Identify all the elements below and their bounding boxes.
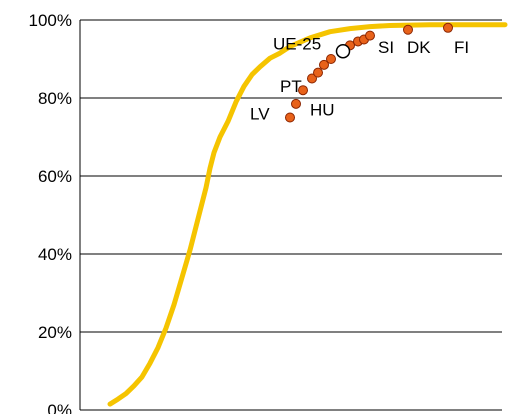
data-point xyxy=(298,85,308,96)
data-point xyxy=(285,112,295,123)
y-tick-label: 80% xyxy=(38,89,72,108)
data-point xyxy=(313,67,323,78)
point-labels: LV HU PT UE-25 SI DK FI xyxy=(250,34,469,123)
point-label: FI xyxy=(454,38,469,57)
highlight-point xyxy=(335,43,351,59)
point-label: SI xyxy=(378,38,394,57)
point-label: HU xyxy=(310,101,335,120)
data-point xyxy=(443,22,453,33)
point-label: PT xyxy=(280,77,302,96)
data-point xyxy=(403,24,413,35)
y-tick-label: 0% xyxy=(47,401,72,414)
series-curve-group xyxy=(107,22,508,407)
data-point xyxy=(291,98,301,109)
y-tick-label: 100% xyxy=(29,11,72,30)
y-tick-label: 40% xyxy=(38,245,72,264)
gridlines xyxy=(79,19,502,411)
data-point xyxy=(319,59,329,70)
point-label: UE-25 xyxy=(273,34,321,53)
y-tick-label: 20% xyxy=(38,323,72,342)
series-line xyxy=(107,22,508,407)
data-point xyxy=(326,54,336,64)
data-point xyxy=(307,73,317,84)
point-label: DK xyxy=(407,38,431,57)
y-tick-label: 60% xyxy=(38,167,72,186)
data-point xyxy=(365,30,375,41)
y-tick-labels: 100% 80% 60% 40% 20% 0% xyxy=(29,11,72,414)
point-label: LV xyxy=(250,104,270,123)
series-points-group xyxy=(285,22,453,123)
